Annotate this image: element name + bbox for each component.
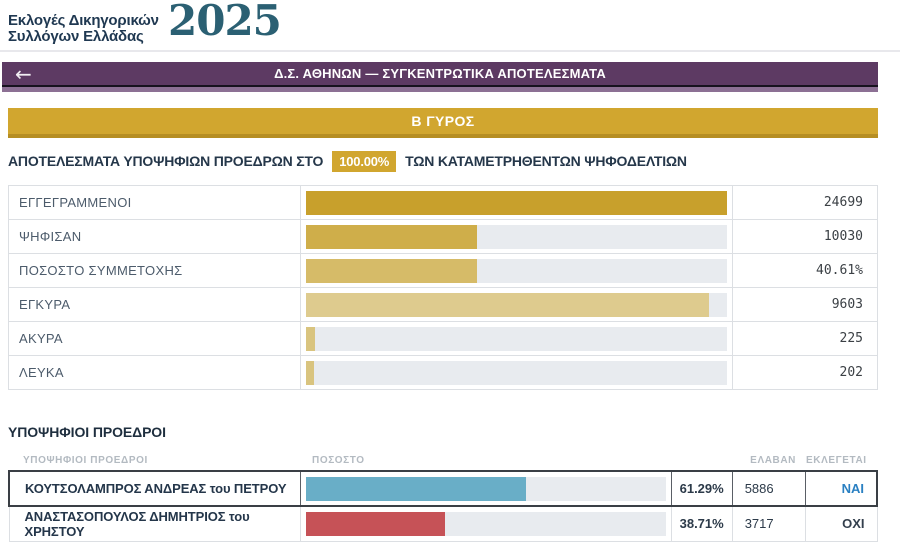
column-header-candidates: ΥΠΟΨΗΦΙΟΙ ΠΡΟΕΔΡΟΙ bbox=[23, 454, 148, 466]
stat-bar-cell bbox=[299, 219, 734, 254]
candidate-name: ΚΟΥΤΣΟΛΑΜΠΡΟΣ ΑΝΔΡΕΑΣ του ΠΕΤΡΟΥ bbox=[7, 470, 301, 507]
candidate-bar-cell bbox=[299, 470, 672, 507]
stat-label: ΠΟΣΟΣΤΟ ΣΥΜΜΕΤΟΧΗΣ bbox=[8, 253, 301, 288]
candidates-table: ΚΟΥΤΣΟΛΑΜΠΡΟΣ ΑΝΔΡΕΑΣ του ΠΕΤΡΟΥ 61.29% … bbox=[7, 470, 878, 542]
candidate-bar-cell bbox=[299, 505, 672, 542]
table-row: ΠΟΣΟΣΤΟ ΣΥΜΜΕΤΟΧΗΣ 40.61% bbox=[8, 253, 878, 288]
column-header-percent: ΠΟΣΟΣΤΟ bbox=[312, 454, 365, 466]
stat-bar-cell bbox=[299, 287, 734, 322]
bar-fill bbox=[305, 258, 477, 283]
page-title: Δ.Σ. ΑΘΗΝΩΝ — ΣΥΓΚΕΝΤΡΩΤΙΚΑ ΑΠΟΤΕΛΕΣΜΑΤΑ bbox=[274, 66, 606, 81]
stat-bar-cell bbox=[299, 355, 734, 390]
page-header-inner: ← Δ.Σ. ΑΘΗΝΩΝ — ΣΥΓΚΕΝΤΡΩΤΙΚΑ ΑΠΟΤΕΛΕΣΜΑ… bbox=[2, 62, 878, 87]
candidate-votes: 5886 bbox=[731, 470, 806, 507]
table-row: ΨΗΦΙΣΑΝ 10030 bbox=[8, 219, 878, 254]
logo-title-line2: Συλλόγων Ελλάδας bbox=[8, 28, 144, 45]
stat-label: ΛΕΥΚΑ bbox=[8, 355, 301, 390]
candidate-row[interactable]: ΑΝΑΣΤΑΣΟΠΟΥΛΟΣ ΔΗΜΗΤΡΙΟΣ του ΧΡΗΣΤΟΥ 38.… bbox=[8, 505, 878, 542]
stat-label: ΕΓΚΥΡΑ bbox=[8, 287, 301, 322]
stat-label: ΕΓΓΕΓΡΑΜΜΕΝΟΙ bbox=[8, 185, 301, 220]
results-headline: ΑΠΟΤΕΛΕΣΜΑΤΑ ΥΠΟΨΗΦΙΩΝ ΠΡΟΕΔΡΩΝ ΣΤΟ 100.… bbox=[8, 149, 687, 173]
stat-value: 24699 bbox=[732, 185, 878, 220]
bar-track bbox=[305, 476, 666, 501]
header-divider bbox=[0, 50, 900, 52]
bar-track bbox=[305, 190, 728, 215]
stat-value: 225 bbox=[732, 321, 878, 356]
candidates-section-title: ΥΠΟΨΗΦΙΟΙ ΠΡΟΕΔΡΟΙ bbox=[8, 424, 166, 440]
stat-value: 202 bbox=[732, 355, 878, 390]
bar-fill bbox=[305, 476, 527, 501]
bar-track bbox=[305, 360, 728, 385]
bar-track bbox=[305, 511, 666, 536]
candidate-row-winner[interactable]: ΚΟΥΤΣΟΛΑΜΠΡΟΣ ΑΝΔΡΕΑΣ του ΠΕΤΡΟΥ 61.29% … bbox=[7, 470, 878, 507]
table-row: ΑΚΥΡΑ 225 bbox=[8, 321, 878, 356]
counted-percent-badge: 100.00% bbox=[332, 150, 397, 172]
candidate-percent: 61.29% bbox=[670, 470, 733, 507]
results-headline-prefix: ΑΠΟΤΕΛΕΣΜΑΤΑ ΥΠΟΨΗΦΙΩΝ ΠΡΟΕΔΡΩΝ ΣΤΟ bbox=[8, 153, 324, 169]
candidates-table-header: ΥΠΟΨΗΦΙΟΙ ΠΡΟΕΔΡΟΙ ΠΟΣΟΣΤΟ ΕΛΑΒΑΝ ΕΚΛΕΓΕ… bbox=[8, 451, 878, 469]
stat-bar-cell bbox=[299, 253, 734, 288]
stat-bar-cell bbox=[299, 321, 734, 356]
site-logo: Εκλογές Δικηγορικών Συλλόγων Ελλάδας bbox=[8, 13, 159, 45]
table-row: ΛΕΥΚΑ 202 bbox=[8, 355, 878, 390]
bar-track bbox=[305, 258, 728, 283]
candidate-elected-flag: ΟΧΙ bbox=[804, 505, 878, 542]
page-header-bar: ← Δ.Σ. ΑΘΗΝΩΝ — ΣΥΓΚΕΝΤΡΩΤΙΚΑ ΑΠΟΤΕΛΕΣΜΑ… bbox=[2, 62, 878, 92]
candidate-name: ΑΝΑΣΤΑΣΟΠΟΥΛΟΣ ΔΗΜΗΤΡΙΟΣ του ΧΡΗΣΤΟΥ bbox=[8, 505, 301, 542]
column-header-received: ΕΛΑΒΑΝ bbox=[750, 454, 796, 466]
bar-track bbox=[305, 326, 728, 351]
column-header-elected: ΕΚΛΕΓΕΤΑΙ bbox=[806, 454, 867, 466]
bar-track bbox=[305, 292, 728, 317]
table-row: ΕΓΓΕΓΡΑΜΜΕΝΟΙ 24699 bbox=[8, 185, 878, 220]
bar-fill bbox=[305, 292, 710, 317]
turnout-stats-table: ΕΓΓΕΓΡΑΜΜΕΝΟΙ 24699 ΨΗΦΙΣΑΝ 10030 bbox=[8, 185, 878, 390]
bar-fill bbox=[305, 326, 316, 351]
stat-value: 10030 bbox=[732, 219, 878, 254]
bar-fill bbox=[305, 360, 315, 385]
stat-value: 40.61% bbox=[732, 253, 878, 288]
round-banner-label: Β ΓΥΡΟΣ bbox=[411, 113, 475, 129]
results-headline-suffix: ΤΩΝ ΚΑΤΑΜΕΤΡΗΘΕΝΤΩΝ ΨΗΦΟΔΕΛΤΙΩΝ bbox=[405, 153, 687, 169]
back-button[interactable]: ← bbox=[15, 62, 32, 85]
candidate-votes: 3717 bbox=[731, 505, 806, 542]
logo-title-line1: Εκλογές Δικηγορικών bbox=[8, 12, 159, 29]
stat-label: ΑΚΥΡΑ bbox=[8, 321, 301, 356]
logo-year: 2025 bbox=[168, 0, 282, 45]
stat-bar-cell bbox=[299, 185, 734, 220]
bar-track bbox=[305, 224, 728, 249]
table-row: ΕΓΚΥΡΑ 9603 bbox=[8, 287, 878, 322]
stat-value: 9603 bbox=[732, 287, 878, 322]
bar-fill bbox=[305, 511, 446, 536]
bar-fill bbox=[305, 224, 477, 249]
candidate-elected-flag: ΝΑΙ bbox=[804, 470, 878, 507]
stat-label: ΨΗΦΙΣΑΝ bbox=[8, 219, 301, 254]
back-arrow-icon: ← bbox=[15, 61, 32, 86]
round-banner: Β ΓΥΡΟΣ bbox=[8, 108, 878, 138]
candidate-percent: 38.71% bbox=[670, 505, 733, 542]
bar-fill bbox=[305, 190, 728, 215]
